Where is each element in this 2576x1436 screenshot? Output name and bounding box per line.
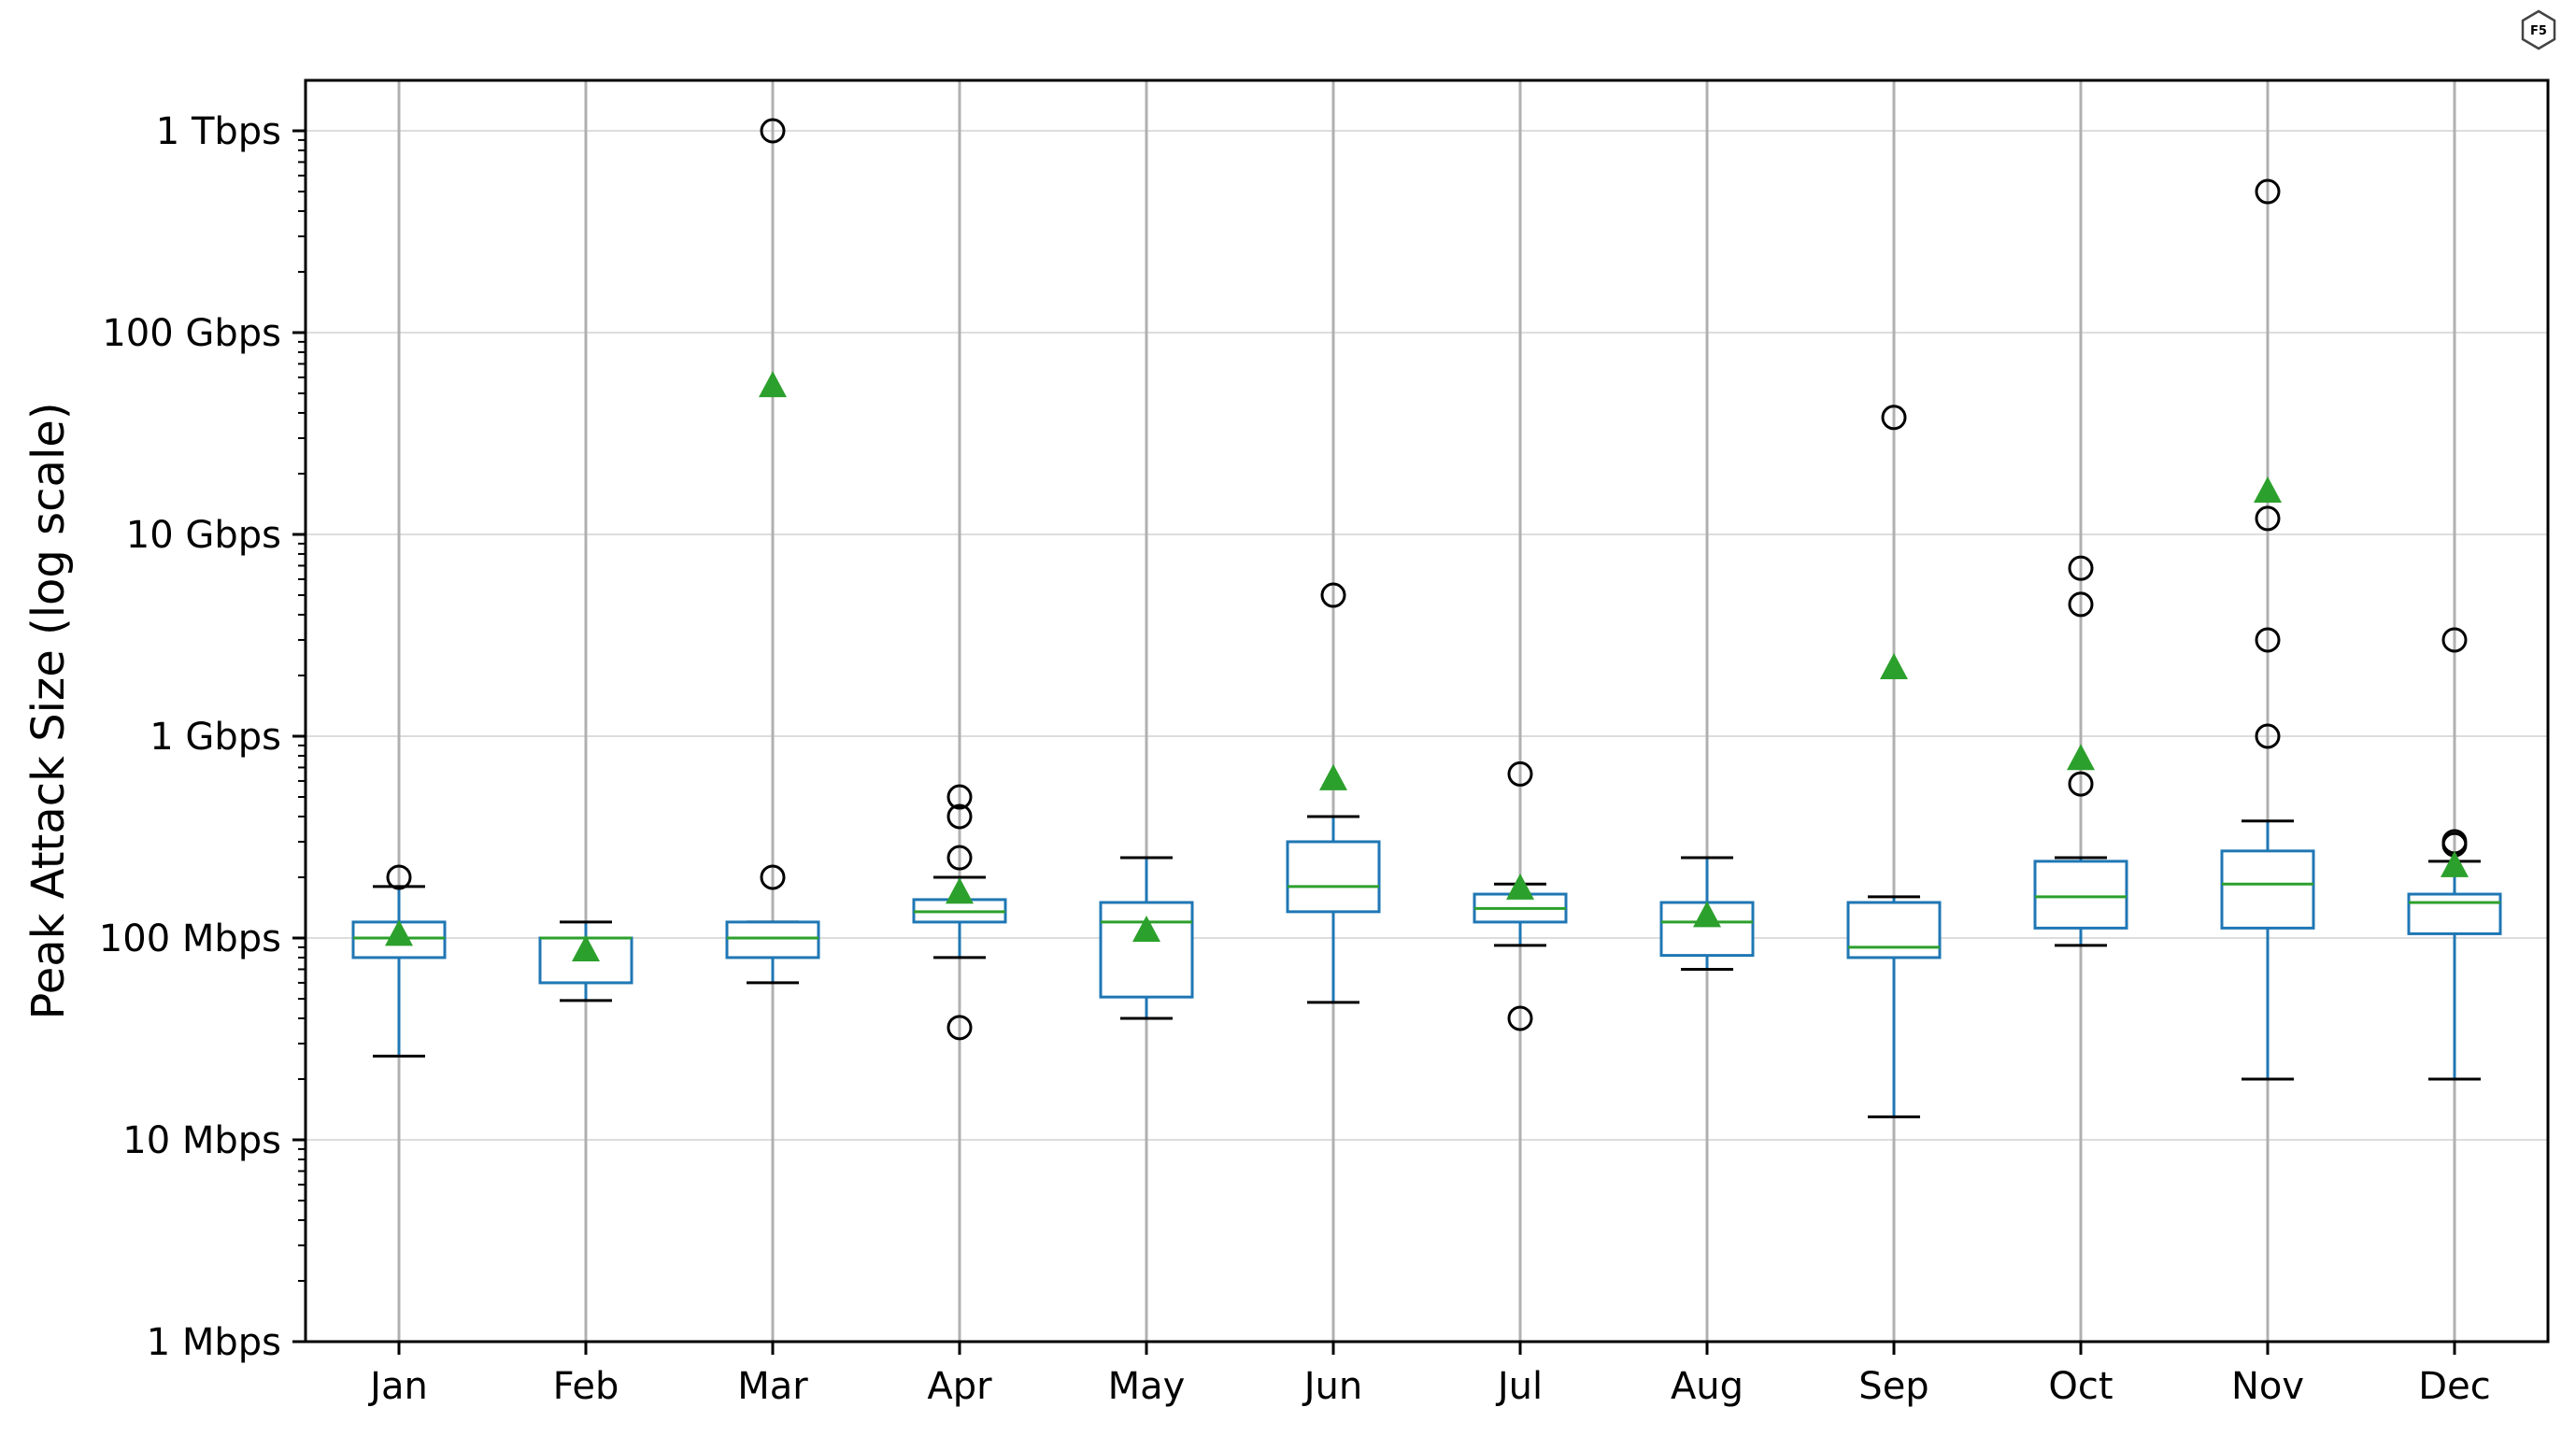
y-tick-label: 1 Tbps [156, 110, 281, 153]
x-tick-label: Apr [927, 1365, 992, 1408]
outlier-point [946, 784, 973, 810]
mean-marker [759, 371, 787, 398]
x-tick-label: Jul [1495, 1365, 1543, 1408]
mean-marker [2067, 744, 2095, 771]
y-tick-label: 1 Gbps [149, 716, 281, 759]
outlier-point [1320, 582, 1346, 608]
logo-text: F5 [2530, 24, 2547, 38]
y-tick-label: 100 Mbps [99, 917, 281, 960]
mean-marker [1880, 653, 1908, 680]
outlier-point [2255, 178, 2281, 205]
y-axis: 1 Mbps 10 Mbps 100 Mbps 1 Gbps 10 Gbps 100 Gb… [99, 110, 306, 1364]
outlier-point [2255, 627, 2281, 653]
outlier-point [1507, 1005, 1533, 1031]
outlier-point [1507, 761, 1533, 787]
iqr-box [2220, 849, 2315, 930]
x-tick-label: May [1108, 1365, 1186, 1408]
x-tick-label: Oct [2048, 1365, 2113, 1408]
box-jun [1286, 582, 1381, 1004]
outlier-point [1881, 405, 1907, 431]
outlier-point [760, 864, 786, 890]
outlier-point [2068, 591, 2094, 618]
y-tick-label: 10 Mbps [122, 1119, 281, 1162]
box-nov [2220, 178, 2315, 1081]
mean-marker [946, 877, 974, 904]
box-feb [538, 920, 633, 1002]
f5-logo: F5 [2521, 9, 2556, 50]
box-may [1099, 856, 1194, 1020]
grid-lines [306, 80, 2548, 1343]
mean-marker [1693, 901, 1721, 928]
iqr-box [2407, 892, 2502, 935]
logo-hexagon-icon [2521, 9, 2556, 50]
x-tick-label: Nov [2231, 1365, 2304, 1408]
x-axis: Jan Feb Mar Apr May Jun Jul Aug Sep Oct Nov Dec [367, 1342, 2491, 1408]
x-tick-label: Sep [1858, 1365, 1928, 1408]
iqr-box [725, 920, 820, 960]
box-jan [351, 864, 447, 1058]
mean-marker [572, 934, 600, 961]
mean-marker [1506, 873, 1534, 900]
x-tick-label: Jun [1302, 1365, 1363, 1408]
x-tick-label: Mar [737, 1365, 808, 1408]
iqr-box [2033, 860, 2128, 930]
mean-marker [1132, 916, 1160, 943]
outlier-point [2068, 555, 2094, 581]
box-aug [1659, 856, 1755, 971]
outlier-point [2255, 505, 2281, 532]
outlier-point [2255, 723, 2281, 749]
box-dec [2407, 627, 2502, 1081]
box-mar [725, 118, 820, 985]
boxes [351, 118, 2502, 1118]
y-tick-label: 100 Gbps [102, 312, 281, 355]
mean-marker [2441, 850, 2469, 877]
iqr-box [1286, 840, 1381, 914]
box-sep [1846, 405, 1942, 1118]
x-tick-label: Dec [2418, 1365, 2490, 1408]
x-tick-label: Jan [367, 1365, 428, 1408]
y-axis-title: Peak Attack Size (log scale) [22, 402, 75, 1019]
plot-frame [304, 78, 2550, 1344]
box-oct [2033, 555, 2128, 947]
outlier-point [946, 803, 973, 830]
mean-marker [2254, 476, 2282, 504]
outlier-point [2441, 627, 2468, 653]
outlier-point [2068, 771, 2094, 797]
outlier-point [946, 1015, 973, 1041]
mean-marker [1319, 763, 1347, 790]
box-jul [1473, 761, 1568, 1031]
x-tick-label: Feb [553, 1365, 619, 1408]
outlier-point [946, 845, 973, 871]
y-tick-label: 1 Mbps [147, 1321, 281, 1364]
outlier-point [760, 118, 786, 144]
y-tick-label: 10 Gbps [126, 514, 281, 557]
mean-marker [385, 919, 413, 946]
x-tick-label: Aug [1671, 1365, 1743, 1408]
box-apr [912, 784, 1007, 1041]
iqr-box [1846, 901, 1942, 960]
outlier-point [386, 864, 412, 890]
